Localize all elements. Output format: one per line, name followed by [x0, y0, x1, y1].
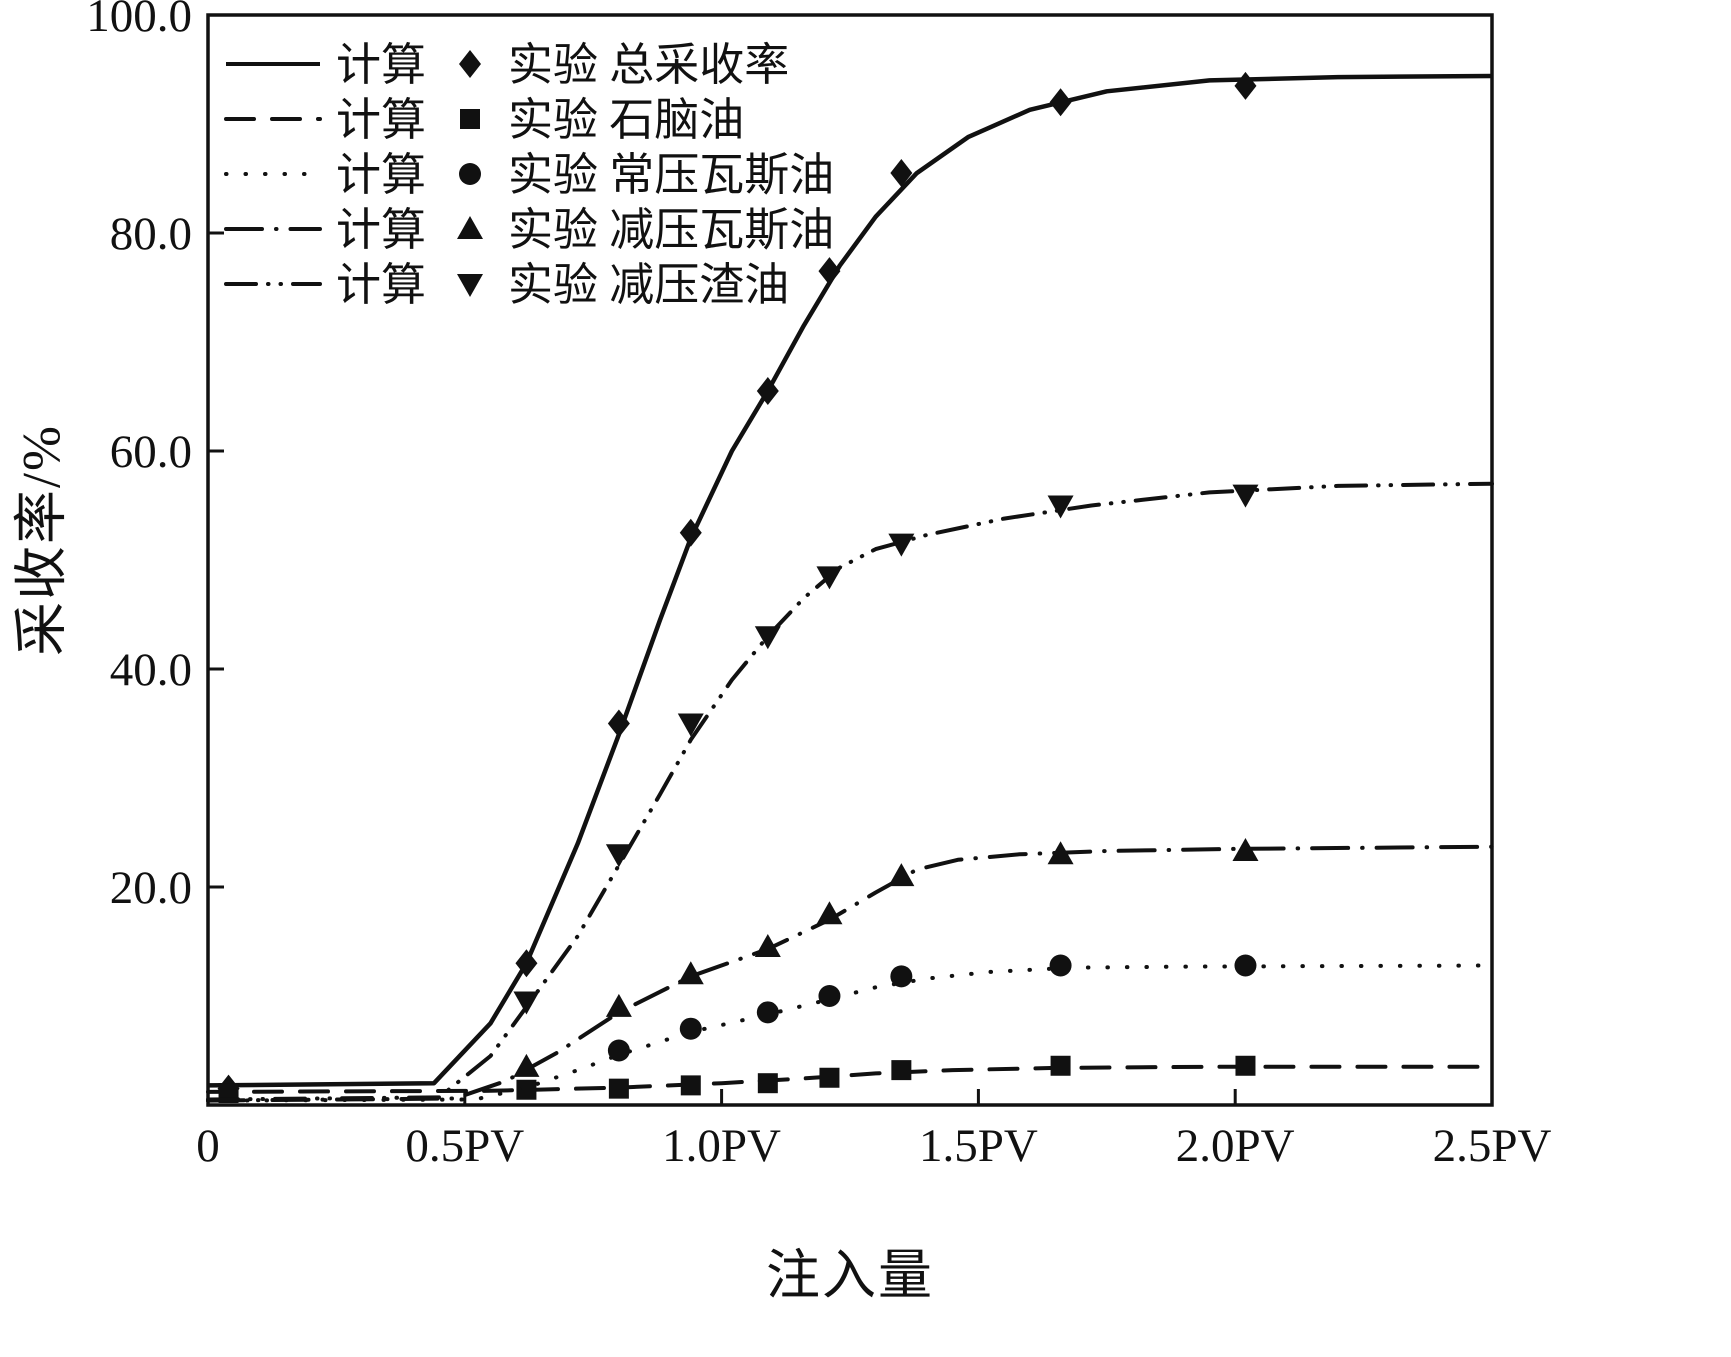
series-line-vacuum-gas-oil	[206, 844, 1494, 1103]
legend-exp-label: 实验 减压渣油	[508, 260, 789, 310]
series-marker-vacuum-gas-oil	[513, 1053, 540, 1077]
x-tick-label: 2.0PV	[1176, 1120, 1295, 1172]
series-marker-total-recovery	[818, 257, 841, 286]
series-marker-vacuum-residue	[888, 533, 915, 557]
series-marker-naphtha	[891, 1060, 912, 1081]
series-marker-naphtha	[819, 1067, 840, 1088]
x-axis-label: 注入量	[766, 1245, 934, 1306]
legend-exp-label: 实验 总采收率	[508, 40, 789, 90]
x-tick-label: 0.5PV	[405, 1120, 524, 1172]
series-marker-naphtha	[608, 1078, 629, 1099]
series-marker-atmospheric-gas-oil	[679, 1017, 702, 1040]
series-marker-naphtha	[1235, 1055, 1256, 1076]
series-marker-vacuum-residue	[1232, 484, 1259, 508]
series-marker-vacuum-gas-oil	[677, 961, 704, 985]
legend-calc-label: 计算	[336, 95, 426, 145]
plot-border	[206, 13, 1494, 1107]
series-line-atmospheric-gas-oil	[206, 963, 1494, 1103]
series-marker-total-recovery	[679, 518, 702, 547]
series-marker-total-recovery	[756, 377, 779, 406]
x-tick-label: 1.0PV	[662, 1120, 781, 1172]
series-marker-naphtha	[757, 1073, 778, 1094]
series-marker-vacuum-gas-oil	[1047, 841, 1074, 865]
y-tick-label: 60.0	[110, 426, 192, 478]
series-marker-total-recovery	[1049, 88, 1072, 117]
series-marker-naphtha	[516, 1079, 537, 1100]
series-marker-atmospheric-gas-oil	[818, 985, 841, 1007]
legend-marker	[459, 163, 481, 185]
series-marker-atmospheric-gas-oil	[1049, 954, 1072, 977]
series-marker-vacuum-residue	[677, 713, 704, 737]
x-tick-label: 0	[196, 1120, 220, 1172]
series-marker-atmospheric-gas-oil	[607, 1039, 630, 1062]
x-tick-label: 2.5PV	[1433, 1120, 1552, 1172]
legend-calc-label: 计算	[336, 205, 426, 255]
series-marker-vacuum-gas-oil	[888, 863, 915, 887]
y-tick-label: 80.0	[110, 208, 192, 260]
series-marker-atmospheric-gas-oil	[1234, 954, 1257, 977]
x-tick-label: 1.5PV	[919, 1120, 1038, 1172]
series-marker-vacuum-residue	[605, 844, 632, 868]
series-marker-naphtha	[680, 1075, 701, 1096]
series-marker-atmospheric-gas-oil	[756, 1001, 779, 1024]
legend-exp-label: 实验 减压瓦斯油	[508, 205, 834, 255]
series-marker-vacuum-residue	[816, 566, 843, 590]
series-line-naphtha	[206, 1064, 1494, 1094]
legend-marker	[460, 109, 480, 129]
y-tick-label: 20.0	[110, 862, 192, 914]
y-tick-label: 100.0	[86, 0, 192, 42]
legend-calc-label: 计算	[336, 150, 426, 200]
legend-marker	[459, 50, 481, 78]
y-axis-label: 采收率/%	[11, 424, 72, 656]
legend-calc-label: 计算	[336, 40, 426, 90]
series-marker-vacuum-residue	[1047, 495, 1074, 519]
legend-calc-label: 计算	[336, 260, 426, 310]
series-line-vacuum-residue	[206, 481, 1494, 1102]
series-marker-total-recovery	[515, 949, 538, 978]
series-marker-vacuum-gas-oil	[754, 933, 781, 957]
legend-exp-label: 实验 常压瓦斯油	[508, 150, 834, 200]
series-marker-vacuum-residue	[754, 626, 781, 650]
series-marker-vacuum-gas-oil	[1232, 838, 1259, 862]
legend-exp-label: 实验 石脑油	[508, 95, 744, 145]
series-marker-vacuum-gas-oil	[605, 993, 632, 1017]
series-marker-total-recovery	[1234, 71, 1257, 100]
series-line-total-recovery	[207, 73, 1493, 1088]
series-marker-naphtha	[1050, 1055, 1071, 1076]
y-tick-label: 40.0	[110, 644, 192, 696]
legend-marker	[457, 274, 483, 297]
series-marker-vacuum-residue	[513, 991, 540, 1015]
series-marker-total-recovery	[890, 159, 913, 188]
series-marker-atmospheric-gas-oil	[890, 965, 913, 988]
legend-marker	[457, 216, 483, 239]
series-marker-total-recovery	[607, 709, 630, 738]
series-marker-vacuum-gas-oil	[816, 901, 843, 925]
